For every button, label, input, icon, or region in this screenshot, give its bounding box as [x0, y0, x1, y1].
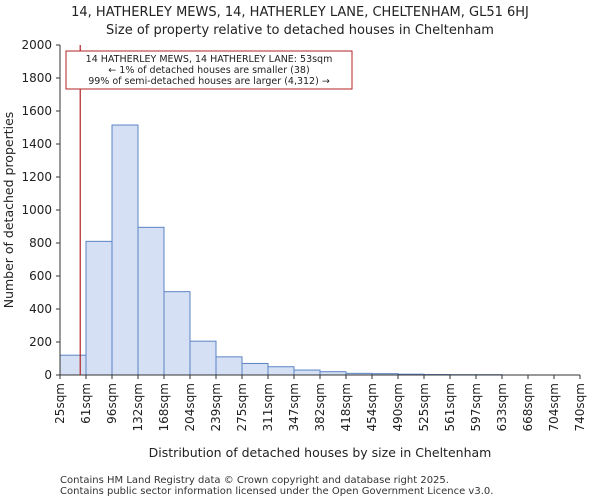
x-tick-label: 61sqm [79, 383, 93, 424]
annotation-border [65, 50, 353, 90]
annotation-box: 14 HATHERLEY MEWS, 14 HATHERLEY LANE: 53… [65, 50, 353, 90]
y-tick-label: 1000 [21, 203, 52, 217]
x-tick-label: 561sqm [443, 383, 457, 431]
y-tick-label: 2000 [21, 38, 52, 52]
y-ticks-group: 0 200 400 600 800 1000 1200 1400 1600 1800 2000 [21, 38, 60, 382]
x-tick-label: 347sqm [287, 383, 301, 431]
histogram-bar [293, 369, 321, 376]
x-tick-label: 239sqm [209, 383, 223, 431]
y-tick-label: 800 [29, 236, 52, 250]
x-tick-label: 597sqm [469, 383, 483, 431]
y-tick-label: 1200 [21, 170, 52, 184]
histogram-bar [85, 240, 113, 376]
histogram-bar [241, 362, 269, 376]
y-axis-label: Number of detached properties [1, 112, 16, 309]
footer-line-2: Contains public sector information licen… [60, 486, 493, 497]
x-tick-label: 740sqm [573, 383, 587, 431]
chart-subtitle: Size of property relative to detached ho… [106, 23, 494, 38]
chart-title: 14, HATHERLEY MEWS, 14, HATHERLEY LANE, … [71, 5, 529, 20]
histogram-bar [111, 124, 139, 376]
histogram-bar [59, 354, 87, 376]
histogram-bar [163, 291, 191, 376]
x-tick-label: 418sqm [339, 383, 353, 431]
histogram-bar [137, 226, 165, 376]
annotation-line-2: ← 1% of detached houses are smaller (38) [108, 65, 309, 76]
histogram-bar [267, 366, 295, 376]
annotation-line-1: 14 HATHERLEY MEWS, 14 HATHERLEY LANE: 53… [86, 54, 333, 65]
x-tick-label: 311sqm [261, 383, 275, 431]
x-tick-label: 168sqm [157, 383, 171, 431]
histogram-bar [215, 356, 243, 376]
x-tick-label: 454sqm [365, 383, 379, 431]
x-axis-label: Distribution of detached houses by size … [149, 445, 492, 460]
footer-line-1: Contains HM Land Registry data © Crown c… [60, 475, 449, 486]
x-tick-label: 704sqm [547, 383, 561, 431]
y-tick-label: 400 [29, 302, 52, 316]
x-tick-label: 25sqm [53, 383, 67, 424]
x-tick-label: 382sqm [313, 383, 327, 431]
x-tick-label: 525sqm [417, 383, 431, 431]
annotation-line-3: 99% of semi-detached houses are larger (… [88, 76, 330, 87]
x-tick-label: 275sqm [235, 383, 249, 431]
y-tick-label: 1400 [21, 137, 52, 151]
y-tick-label: 0 [44, 368, 52, 382]
x-tick-label: 633sqm [495, 383, 509, 431]
x-tick-label: 132sqm [131, 383, 145, 431]
y-tick-label: 1600 [21, 104, 52, 118]
x-tick-label: 204sqm [183, 383, 197, 431]
x-tick-label: 490sqm [391, 383, 405, 431]
x-tick-label: 668sqm [521, 383, 535, 431]
x-tick-label: 96sqm [105, 383, 119, 424]
bars-group [59, 124, 503, 376]
y-tick-label: 600 [29, 269, 52, 283]
x-ticks-group: 25sqm 61sqm 96sqm 132sqm 168sqm 204sqm 239sqm 2… [53, 375, 587, 431]
y-tick-label: 200 [29, 335, 52, 349]
y-tick-label: 1800 [21, 71, 52, 85]
histogram-bar [189, 340, 217, 376]
